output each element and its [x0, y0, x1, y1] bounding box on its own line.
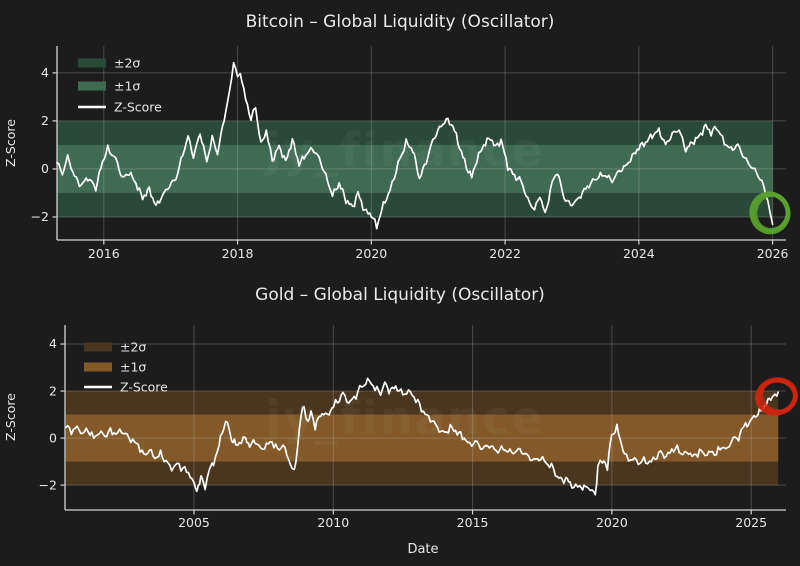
annotation-circle-stroke [759, 379, 797, 413]
annotation-circle-stroke [753, 193, 790, 232]
y-tick-label: 2 [41, 113, 49, 128]
x-tick-label: 2016 [88, 246, 120, 261]
bitcoin-chart-title: Bitcoin – Global Liquidity (Oscillator) [246, 12, 555, 32]
legend-swatch-sigma2 [78, 58, 106, 68]
bitcoin-chart: 2016 2018 2020 2022 2024 2026−2024 jy_finance… [3, 12, 791, 261]
y-tick-label: 0 [49, 430, 57, 445]
y-tick-label: 4 [49, 336, 57, 351]
x-tick-label: 2026 [757, 246, 789, 261]
zscore-line [64, 377, 780, 496]
annotation-circle [755, 377, 798, 416]
x-tick-label: 2025 [735, 515, 767, 530]
bitcoin-y-axis-label: Z-Score [3, 119, 18, 167]
gold-y-axis-label: Z-Score [3, 393, 18, 441]
y-tick-label: 2 [49, 383, 57, 398]
annotation-circle [749, 191, 791, 235]
legend-label-zscore: Z-Score [120, 380, 168, 395]
x-tick-label: 2020 [355, 246, 387, 261]
y-tick-label: −2 [39, 477, 57, 492]
legend-swatch-sigma1 [78, 81, 106, 91]
x-tick-label: 2022 [489, 246, 521, 261]
gold-legend: ±2σ ±1σ Z-Score [84, 340, 168, 395]
y-tick-label: 4 [41, 65, 49, 80]
bitcoin-legend: ±2σ ±1σ Z-Score [78, 56, 162, 115]
y-tick-label: 0 [41, 161, 49, 176]
x-tick-label: 2024 [623, 246, 655, 261]
gold-chart-title: Gold – Global Liquidity (Oscillator) [255, 285, 545, 305]
sigma1-band [65, 414, 779, 462]
x-tick-label: 2015 [457, 515, 489, 530]
zscore-line [56, 61, 774, 230]
legend-label-sigma2: ±2σ [120, 340, 146, 355]
legend-label-zscore: Z-Score [114, 100, 162, 115]
legend-swatch-sigma2 [84, 342, 112, 352]
y-tick-label: −2 [31, 209, 49, 224]
x-axis-label-date: Date [407, 542, 438, 557]
x-tick-label: 2020 [596, 515, 628, 530]
legend-swatch-sigma1 [84, 362, 112, 372]
x-tick-label: 2018 [222, 246, 254, 261]
legend-label-sigma1: ±1σ [120, 360, 146, 375]
legend-label-sigma2: ±2σ [114, 56, 140, 71]
x-tick-label: 2005 [178, 515, 210, 530]
x-tick-label: 2010 [317, 515, 349, 530]
legend-label-sigma1: ±1σ [114, 79, 140, 94]
gold-chart: 2005 2010 2015 2020 2025−2024 jy_finance Gol… [3, 285, 798, 557]
sigma1-band [57, 144, 773, 193]
